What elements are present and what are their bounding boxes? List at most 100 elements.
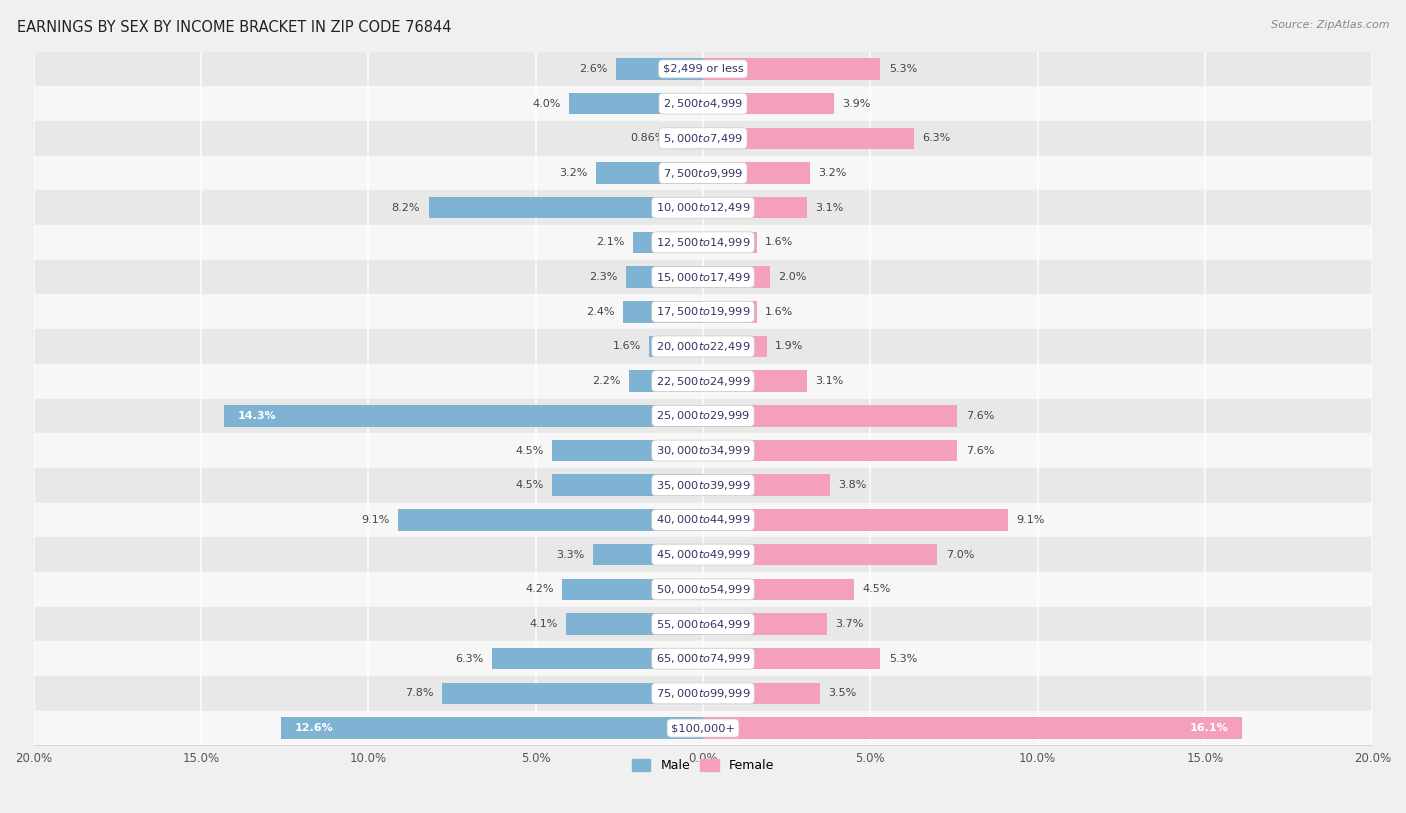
Bar [703, 197, 807, 219]
Text: 2.6%: 2.6% [579, 64, 607, 74]
Bar [703, 544, 938, 565]
Bar [616, 59, 703, 80]
Text: $12,500 to $14,999: $12,500 to $14,999 [655, 236, 751, 249]
Text: $100,000+: $100,000+ [671, 723, 735, 733]
Bar [592, 544, 703, 565]
Text: $40,000 to $44,999: $40,000 to $44,999 [655, 514, 751, 527]
Bar [703, 648, 880, 669]
Bar [565, 613, 703, 635]
Bar [34, 641, 1372, 676]
Text: 2.3%: 2.3% [589, 272, 617, 282]
Text: $55,000 to $64,999: $55,000 to $64,999 [655, 618, 751, 631]
Text: 3.2%: 3.2% [818, 168, 846, 178]
Text: 1.6%: 1.6% [765, 307, 793, 317]
Text: 3.7%: 3.7% [835, 619, 863, 629]
Bar [34, 363, 1372, 398]
Bar [703, 683, 820, 704]
Bar [34, 398, 1372, 433]
Text: $17,500 to $19,999: $17,500 to $19,999 [655, 305, 751, 318]
Text: 6.3%: 6.3% [456, 654, 484, 663]
Bar [703, 475, 830, 496]
Bar [703, 405, 957, 427]
Text: $25,000 to $29,999: $25,000 to $29,999 [655, 410, 751, 422]
Text: 2.2%: 2.2% [592, 376, 621, 386]
Bar [703, 301, 756, 323]
Text: 4.5%: 4.5% [516, 446, 544, 455]
Bar [650, 336, 703, 357]
Text: 4.0%: 4.0% [533, 98, 561, 109]
Text: 9.1%: 9.1% [361, 515, 389, 525]
Bar [626, 267, 703, 288]
Bar [34, 259, 1372, 294]
Bar [398, 509, 703, 531]
Bar [34, 572, 1372, 606]
Text: EARNINGS BY SEX BY INCOME BRACKET IN ZIP CODE 76844: EARNINGS BY SEX BY INCOME BRACKET IN ZIP… [17, 20, 451, 35]
Bar [703, 336, 766, 357]
Bar [34, 502, 1372, 537]
Text: 3.8%: 3.8% [838, 480, 868, 490]
Text: 8.2%: 8.2% [392, 202, 420, 213]
Legend: Male, Female: Male, Female [627, 754, 779, 777]
Bar [633, 232, 703, 253]
Bar [34, 86, 1372, 121]
Text: 4.5%: 4.5% [862, 585, 890, 594]
Bar [703, 128, 914, 149]
Bar [569, 93, 703, 115]
Text: $65,000 to $74,999: $65,000 to $74,999 [655, 652, 751, 665]
Bar [34, 51, 1372, 86]
Text: 7.6%: 7.6% [966, 446, 994, 455]
Bar [34, 190, 1372, 225]
Bar [703, 579, 853, 600]
Bar [553, 440, 703, 461]
Text: $75,000 to $99,999: $75,000 to $99,999 [655, 687, 751, 700]
Text: 3.1%: 3.1% [815, 202, 844, 213]
Bar [34, 225, 1372, 259]
Bar [703, 371, 807, 392]
Text: $20,000 to $22,499: $20,000 to $22,499 [655, 340, 751, 353]
Bar [623, 301, 703, 323]
Text: 12.6%: 12.6% [295, 723, 333, 733]
Bar [675, 128, 703, 149]
Text: 6.3%: 6.3% [922, 133, 950, 143]
Text: 4.2%: 4.2% [526, 585, 554, 594]
Text: 9.1%: 9.1% [1017, 515, 1045, 525]
Text: 2.4%: 2.4% [586, 307, 614, 317]
Text: $35,000 to $39,999: $35,000 to $39,999 [655, 479, 751, 492]
Bar [34, 537, 1372, 572]
Bar [492, 648, 703, 669]
Text: $15,000 to $17,499: $15,000 to $17,499 [655, 271, 751, 284]
Text: 1.6%: 1.6% [613, 341, 641, 351]
Text: 0.86%: 0.86% [630, 133, 666, 143]
Text: 7.6%: 7.6% [966, 411, 994, 421]
Bar [703, 232, 756, 253]
Text: $30,000 to $34,999: $30,000 to $34,999 [655, 444, 751, 457]
Text: 1.6%: 1.6% [765, 237, 793, 247]
Text: 3.3%: 3.3% [555, 550, 583, 559]
Text: 5.3%: 5.3% [889, 654, 917, 663]
Bar [34, 329, 1372, 363]
Text: 16.1%: 16.1% [1189, 723, 1229, 733]
Bar [34, 155, 1372, 190]
Bar [630, 371, 703, 392]
Text: 4.1%: 4.1% [529, 619, 557, 629]
Bar [34, 468, 1372, 502]
Text: $45,000 to $49,999: $45,000 to $49,999 [655, 548, 751, 561]
Text: 3.2%: 3.2% [560, 168, 588, 178]
Text: $2,499 or less: $2,499 or less [662, 64, 744, 74]
Bar [34, 433, 1372, 468]
Text: 3.5%: 3.5% [828, 689, 856, 698]
Bar [703, 509, 1008, 531]
Bar [225, 405, 703, 427]
Bar [703, 59, 880, 80]
Bar [34, 294, 1372, 329]
Bar [553, 475, 703, 496]
Bar [34, 676, 1372, 711]
Text: $2,500 to $4,999: $2,500 to $4,999 [664, 97, 742, 110]
Bar [562, 579, 703, 600]
Bar [703, 267, 770, 288]
Text: $5,000 to $7,499: $5,000 to $7,499 [664, 132, 742, 145]
Text: $50,000 to $54,999: $50,000 to $54,999 [655, 583, 751, 596]
Text: $22,500 to $24,999: $22,500 to $24,999 [655, 375, 751, 388]
Text: 7.0%: 7.0% [946, 550, 974, 559]
Bar [34, 711, 1372, 746]
